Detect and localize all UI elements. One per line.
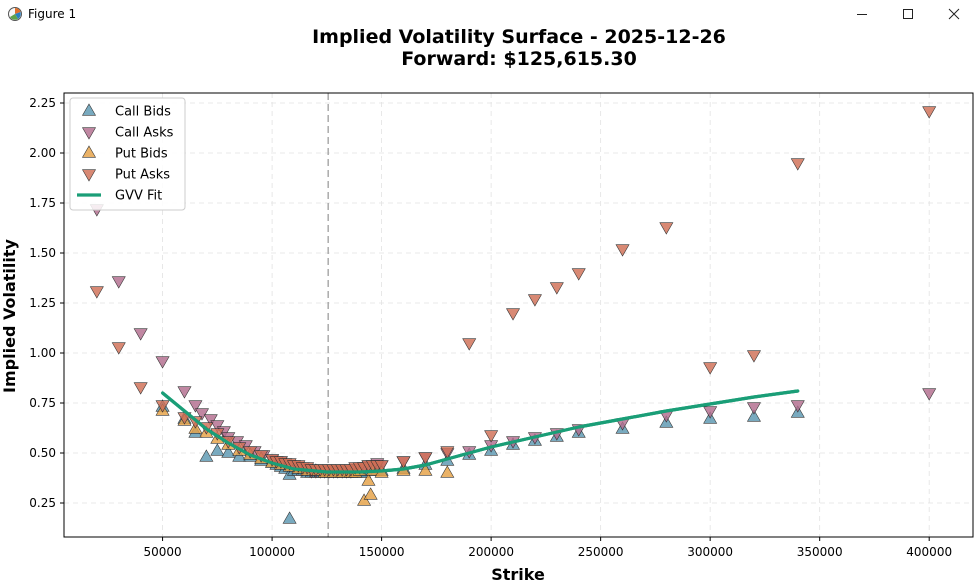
legend-put-asks-swatch (81, 169, 97, 182)
maximize-icon (903, 9, 913, 19)
legend-put-bids-swatch (81, 145, 97, 158)
y-tick-label: 2.00 (29, 146, 56, 160)
x-tick-label: 250000 (578, 545, 624, 559)
plot-frame (63, 92, 974, 538)
legend-call-bids-label: Call Bids (115, 105, 171, 120)
close-icon (948, 8, 960, 20)
x-tick-label: 300000 (687, 545, 733, 559)
y-axis: 0.25 0.50 0.75 1.00 1.25 1.50 1.75 2.00 2.25 (29, 96, 64, 510)
call-asks-point (203, 414, 218, 427)
put-asks-point (374, 460, 389, 473)
call-bids-point (199, 449, 214, 462)
chart-title: Implied Volatility Surface - 2025-12-26 (312, 26, 726, 48)
put-bids-point (361, 473, 376, 486)
call-bids-point (232, 449, 247, 462)
gvv-fit-line-top (161, 389, 800, 474)
y-tick-label: 1.50 (29, 246, 56, 260)
put-asks-point (396, 456, 411, 469)
y-tick-label: 1.75 (29, 196, 56, 210)
window-title: Figure 1 (28, 7, 77, 21)
legend: Call Bids Call Asks Put Bids Put Asks GVV Fi… (69, 97, 186, 211)
series-layer (89, 106, 937, 524)
call-asks-point (194, 408, 210, 421)
call-asks-point (111, 276, 126, 289)
put-asks-point (484, 430, 499, 443)
minimize-icon (857, 14, 867, 15)
put-asks-point (549, 282, 564, 295)
put-asks-point (418, 452, 433, 465)
call-asks-point (746, 402, 761, 415)
close-button[interactable] (931, 0, 977, 28)
put-asks-point (922, 106, 937, 119)
x-tick-label: 350000 (797, 545, 843, 559)
put-bids-point (418, 463, 433, 476)
maximize-button[interactable] (885, 0, 931, 28)
put-bids-point (363, 487, 378, 500)
y-tick-label: 1.25 (29, 296, 56, 310)
call-asks-point (133, 328, 148, 341)
call-asks-point (790, 400, 805, 413)
legend-put-asks-label: Put Asks (115, 168, 170, 183)
call-bids-point (746, 409, 761, 422)
call-bids-point (282, 511, 297, 524)
y-tick-label: 1.00 (29, 346, 56, 360)
legend-box (69, 97, 186, 211)
put-asks-point (133, 382, 148, 395)
legend-call-asks-label: Call Asks (115, 126, 174, 141)
call-asks-point (703, 406, 718, 419)
put-asks-point (703, 362, 718, 375)
matplotlib-figure-icon (7, 6, 23, 22)
x-tick-label: 400000 (906, 545, 952, 559)
call-asks-point (210, 420, 225, 433)
minimize-button[interactable] (839, 0, 885, 28)
put-asks-point (506, 308, 521, 321)
y-axis-label: Implied Volatility (0, 238, 19, 392)
x-axis: 50000 100000 150000 200000 250000 300000 35000… (143, 537, 952, 559)
window-controls (839, 0, 977, 28)
x-axis-label: Strike (491, 565, 545, 583)
window-titlebar: Figure 1 (0, 0, 977, 28)
y-tick-label: 0.75 (29, 396, 56, 410)
put-asks-point (89, 286, 104, 299)
x-tick-label: 200000 (468, 545, 514, 559)
put-asks-point (527, 294, 542, 307)
put-asks-point (462, 338, 477, 351)
y-tick-label: 0.25 (29, 496, 56, 510)
put-asks-point (790, 158, 805, 171)
put-asks-point (571, 268, 586, 281)
put-bids-point (440, 465, 455, 478)
put-asks-point (615, 244, 630, 257)
call-asks-point (188, 400, 203, 413)
legend-gvv-fit-label: GVV Fit (115, 189, 162, 204)
call-asks-point (155, 356, 170, 369)
put-asks-point (659, 222, 674, 235)
call-bids-point (210, 443, 225, 456)
put-bids-point (357, 493, 372, 506)
legend-put-bids-label: Put Bids (115, 147, 168, 162)
x-tick-label: 100000 (249, 545, 295, 559)
call-asks-point (922, 388, 937, 401)
grid (64, 93, 973, 537)
legend-call-asks-swatch (81, 127, 97, 140)
x-tick-label: 50000 (143, 545, 181, 559)
legend-call-bids-swatch (81, 103, 97, 116)
x-tick-label: 150000 (359, 545, 405, 559)
y-tick-label: 2.25 (29, 96, 56, 110)
call-asks-point (177, 386, 192, 399)
call-bids-point (221, 445, 236, 458)
y-tick-label: 0.50 (29, 446, 56, 460)
put-asks-point (440, 446, 455, 459)
put-asks-point (111, 342, 126, 355)
put-asks-point (155, 400, 170, 413)
put-asks-point (746, 350, 761, 363)
chart-subtitle: Forward: $125,615.30 (401, 48, 637, 70)
